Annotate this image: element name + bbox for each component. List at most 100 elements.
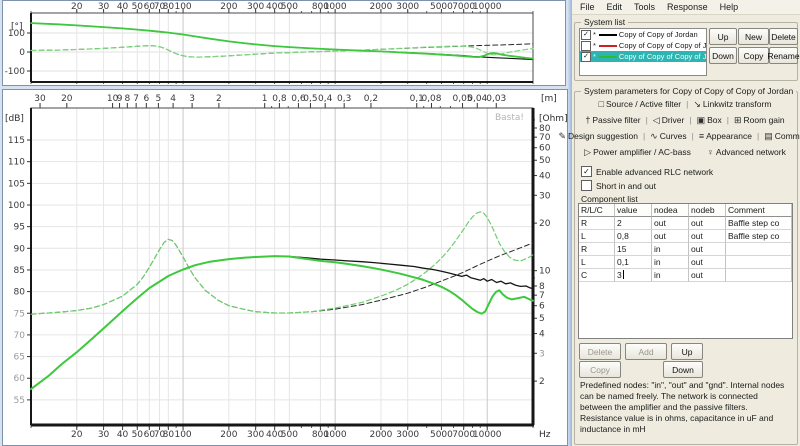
tab-linkwitz-transform[interactable]: ↘ Linkwitz transform: [690, 99, 774, 110]
system-visible-checkbox[interactable]: ✓: [581, 51, 591, 62]
system-listbox[interactable]: ✓ * Copy of Copy of Jordan * Copy of Copy of…: [579, 28, 707, 76]
component-cell[interactable]: [726, 243, 792, 256]
component-cell[interactable]: out: [689, 243, 726, 256]
down-component-button[interactable]: Down: [663, 361, 703, 378]
tab-design-suggestion[interactable]: ✎ Design suggestion: [555, 131, 640, 142]
svg-text:10000: 10000: [473, 2, 502, 12]
copy-button[interactable]: Copy: [738, 47, 769, 64]
svg-text:110: 110: [8, 158, 25, 168]
svg-text:10: 10: [107, 94, 119, 104]
delete-button[interactable]: Delete: [769, 28, 798, 45]
component-cell[interactable]: 0,1: [615, 256, 652, 269]
component-cell[interactable]: 15: [615, 243, 652, 256]
component-row[interactable]: L 0,1 in out: [579, 256, 792, 269]
passive-filter-icon: †: [585, 115, 591, 125]
menu-item-edit[interactable]: Edit: [606, 2, 623, 12]
tab-source-active-filter[interactable]: □ Source / Active filter: [596, 99, 685, 109]
component-cell[interactable]: 2: [615, 217, 652, 230]
delete-component-button[interactable]: Delete: [579, 343, 621, 360]
tab-comment[interactable]: ▤Comment: [761, 131, 800, 142]
component-cell[interactable]: C: [579, 269, 615, 282]
component-cell[interactable]: L: [579, 230, 615, 243]
tab-advanced-network[interactable]: ♀ Advanced network: [704, 147, 789, 157]
menu-item-response[interactable]: Response: [667, 2, 708, 12]
short-in-and-out-checkbox[interactable]: Short in and out: [581, 180, 656, 191]
component-cell[interactable]: in: [652, 256, 689, 269]
component-cell[interactable]: 3: [615, 269, 652, 282]
component-row[interactable]: C 3 in out: [579, 269, 792, 282]
svg-text:0,04: 0,04: [467, 94, 487, 104]
svg-text:0,08: 0,08: [421, 94, 441, 104]
svg-text:1000: 1000: [324, 430, 347, 440]
svg-text:40: 40: [539, 172, 551, 182]
tab-room-gain[interactable]: ⊞ Room gain: [731, 115, 788, 126]
component-cell[interactable]: Baffle step co: [726, 230, 792, 243]
component-cell[interactable]: out: [689, 230, 726, 243]
component-cell[interactable]: Baffle step co: [726, 217, 792, 230]
tab-power-amplifier-ac-bass[interactable]: ▷ Power amplifier / AC-bass: [581, 147, 694, 158]
menu-item-help[interactable]: Help: [719, 2, 739, 12]
component-cell[interactable]: [726, 256, 792, 269]
up-button[interactable]: Up: [709, 28, 737, 45]
component-cell[interactable]: in: [652, 269, 689, 282]
tab-row: ▷ Power amplifier / AC-bass ♀ Advanced netw…: [576, 144, 794, 160]
tab-box[interactable]: ▣ Box: [694, 115, 725, 126]
component-cell[interactable]: out: [689, 256, 726, 269]
svg-text:5: 5: [539, 314, 545, 324]
menu-item-tools[interactable]: Tools: [634, 2, 656, 12]
menu-item-file[interactable]: File: [580, 2, 595, 12]
system-list-item[interactable]: ✓* Copy of Copy of Copy of Jordan: [580, 51, 706, 62]
enable-advanced-rlc-network-checkbox[interactable]: ✓ Enable advanced RLC network: [581, 166, 713, 177]
component-row[interactable]: L 0,8 out out Baffle step co: [579, 230, 792, 243]
tab-appearance[interactable]: ≡ Appearance: [696, 131, 755, 141]
tab-curves[interactable]: ∿ Curves: [647, 131, 689, 142]
add-component-button[interactable]: Add: [625, 343, 667, 360]
component-row[interactable]: R 2 out out Baffle step co: [579, 217, 792, 230]
svg-text:200: 200: [220, 430, 237, 440]
component-cell[interactable]: R: [579, 243, 615, 256]
system-visible-checkbox[interactable]: [581, 40, 591, 51]
checkbox-box[interactable]: [581, 180, 592, 191]
tab-driver[interactable]: ◁ Driver: [650, 115, 688, 126]
svg-text:115: 115: [8, 136, 25, 146]
svg-text:10: 10: [539, 267, 551, 277]
system-name: Copy of Copy of Jordan: [618, 30, 698, 39]
component-cell[interactable]: out: [689, 217, 726, 230]
advanced-network-icon: ♀: [707, 147, 714, 157]
component-row[interactable]: R 15 in out: [579, 243, 792, 256]
system-visible-checkbox[interactable]: ✓: [581, 29, 591, 40]
svg-text:20: 20: [71, 430, 83, 440]
component-cell[interactable]: R: [579, 217, 615, 230]
up-component-button[interactable]: Up: [671, 343, 703, 360]
svg-text:9: 9: [117, 94, 123, 104]
impedance-black-dashed: [30, 238, 534, 315]
system-list-item[interactable]: * Copy of Copy of Copy of Jordan: [580, 40, 706, 51]
component-cell[interactable]: out: [689, 269, 726, 282]
svg-text:8: 8: [539, 282, 545, 292]
component-table[interactable]: R/L/C value nodea nodeb Comment R 2 out out Baffl…: [578, 203, 793, 339]
column-header-comment: Comment: [726, 204, 792, 217]
rename-button[interactable]: Rename: [767, 47, 800, 64]
svg-text:7: 7: [133, 94, 139, 104]
component-cell[interactable]: out: [652, 217, 689, 230]
column-header-nodea: nodea: [652, 204, 689, 217]
svg-text:0,6: 0,6: [291, 94, 306, 104]
system-list-item[interactable]: ✓ * Copy of Copy of Jordan: [580, 29, 706, 40]
svg-text:3: 3: [539, 349, 545, 359]
down-button[interactable]: Down: [709, 47, 737, 64]
component-cell[interactable]: in: [652, 243, 689, 256]
tab-passive-filter[interactable]: † Passive filter: [582, 115, 643, 125]
svg-text:30: 30: [98, 2, 110, 12]
copy-component-button[interactable]: Copy: [579, 361, 621, 378]
component-cell[interactable]: [726, 269, 792, 282]
curves-icon: ∿: [650, 130, 658, 141]
frequency-axis-unit-label: Hz: [539, 430, 551, 440]
system-parameters-group: System parameters for Copy of Copy of Co…: [558, 86, 800, 445]
new-button[interactable]: New: [738, 28, 769, 45]
svg-text:100: 100: [174, 2, 191, 12]
svg-text:60: 60: [144, 2, 156, 12]
checkbox-box[interactable]: ✓: [581, 166, 592, 177]
component-cell[interactable]: L: [579, 256, 615, 269]
component-cell[interactable]: 0,8: [615, 230, 652, 243]
component-cell[interactable]: out: [652, 230, 689, 243]
